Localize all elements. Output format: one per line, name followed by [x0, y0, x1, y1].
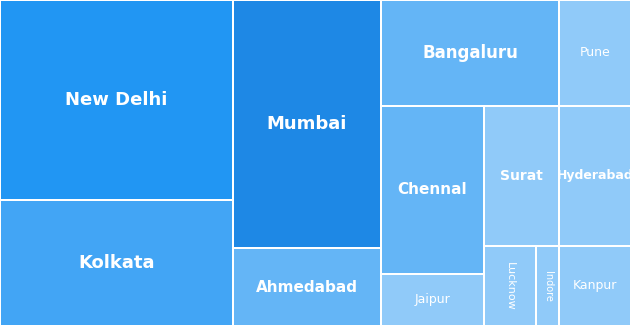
Text: Kanpur: Kanpur: [573, 279, 617, 292]
Bar: [485, 247, 535, 325]
Bar: [234, 249, 380, 325]
Text: Lucknow: Lucknow: [505, 262, 515, 310]
Text: New Delhi: New Delhi: [66, 91, 168, 109]
Bar: [560, 247, 630, 325]
Bar: [560, 1, 630, 105]
Bar: [382, 1, 558, 105]
Text: Bangaluru: Bangaluru: [422, 44, 518, 62]
Text: Ahmedabad: Ahmedabad: [256, 279, 358, 294]
Text: Mumbai: Mumbai: [267, 115, 347, 133]
Text: Jaipur: Jaipur: [415, 293, 451, 306]
Bar: [234, 1, 380, 247]
Text: Indore: Indore: [543, 271, 553, 302]
Bar: [382, 275, 483, 325]
Bar: [485, 107, 558, 245]
Text: Surat: Surat: [500, 169, 543, 183]
Bar: [560, 107, 630, 245]
Text: Hyderabad: Hyderabad: [557, 170, 631, 183]
Text: Pune: Pune: [580, 47, 610, 60]
Bar: [537, 247, 558, 325]
Bar: [382, 107, 483, 273]
Bar: [1, 201, 232, 325]
Bar: [1, 1, 232, 199]
Text: Kolkata: Kolkata: [78, 254, 155, 272]
Text: Chennal: Chennal: [398, 183, 468, 198]
